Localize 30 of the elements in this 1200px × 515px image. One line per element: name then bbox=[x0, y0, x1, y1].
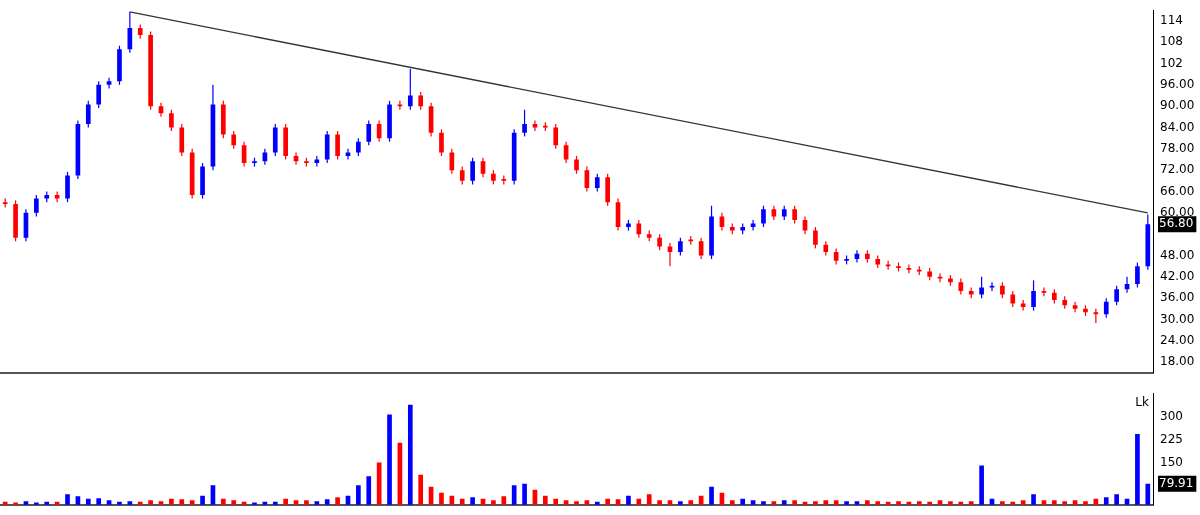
y-tick-label: 96.00 bbox=[1160, 76, 1195, 91]
candlestick bbox=[106, 77, 112, 89]
text: 56.80 bbox=[1159, 216, 1194, 231]
y-tick-label: 18.00 bbox=[1160, 354, 1195, 369]
candlestick bbox=[397, 100, 403, 110]
y-tick-label: 42.00 bbox=[1160, 268, 1195, 283]
y-tick-label: 36.00 bbox=[1160, 290, 1195, 305]
y-tick-label: 84.00 bbox=[1160, 119, 1195, 134]
y-tick-label: 30.00 bbox=[1160, 311, 1195, 326]
y-tick-label: 90.00 bbox=[1160, 98, 1195, 113]
y-tick-label: 300 bbox=[1160, 409, 1183, 424]
y-tick-label: 102 bbox=[1160, 55, 1183, 70]
y-tick-label: 24.00 bbox=[1160, 332, 1195, 347]
y-tick-label: 108 bbox=[1160, 34, 1183, 49]
y-tick-label: 114 bbox=[1160, 12, 1183, 27]
y-tick-label: 225 bbox=[1160, 432, 1183, 447]
candlestick bbox=[1041, 287, 1047, 297]
y-tick-label: 150 bbox=[1160, 454, 1183, 469]
candlestick bbox=[345, 148, 351, 160]
candlestick bbox=[750, 219, 756, 231]
y-tick-label: 72.00 bbox=[1160, 162, 1195, 177]
text: 79.91 bbox=[1159, 475, 1194, 490]
y-tick-label: 66.00 bbox=[1160, 183, 1195, 198]
y-tick-label: 60.00 bbox=[1160, 204, 1195, 219]
candlestick bbox=[532, 120, 538, 132]
y-axis-title: Lk bbox=[1135, 395, 1150, 410]
y-tick-label: 48.00 bbox=[1160, 247, 1195, 262]
y-tick-label: 78.00 bbox=[1160, 140, 1195, 155]
candlestick bbox=[1072, 301, 1078, 313]
candlestick bbox=[937, 273, 943, 283]
